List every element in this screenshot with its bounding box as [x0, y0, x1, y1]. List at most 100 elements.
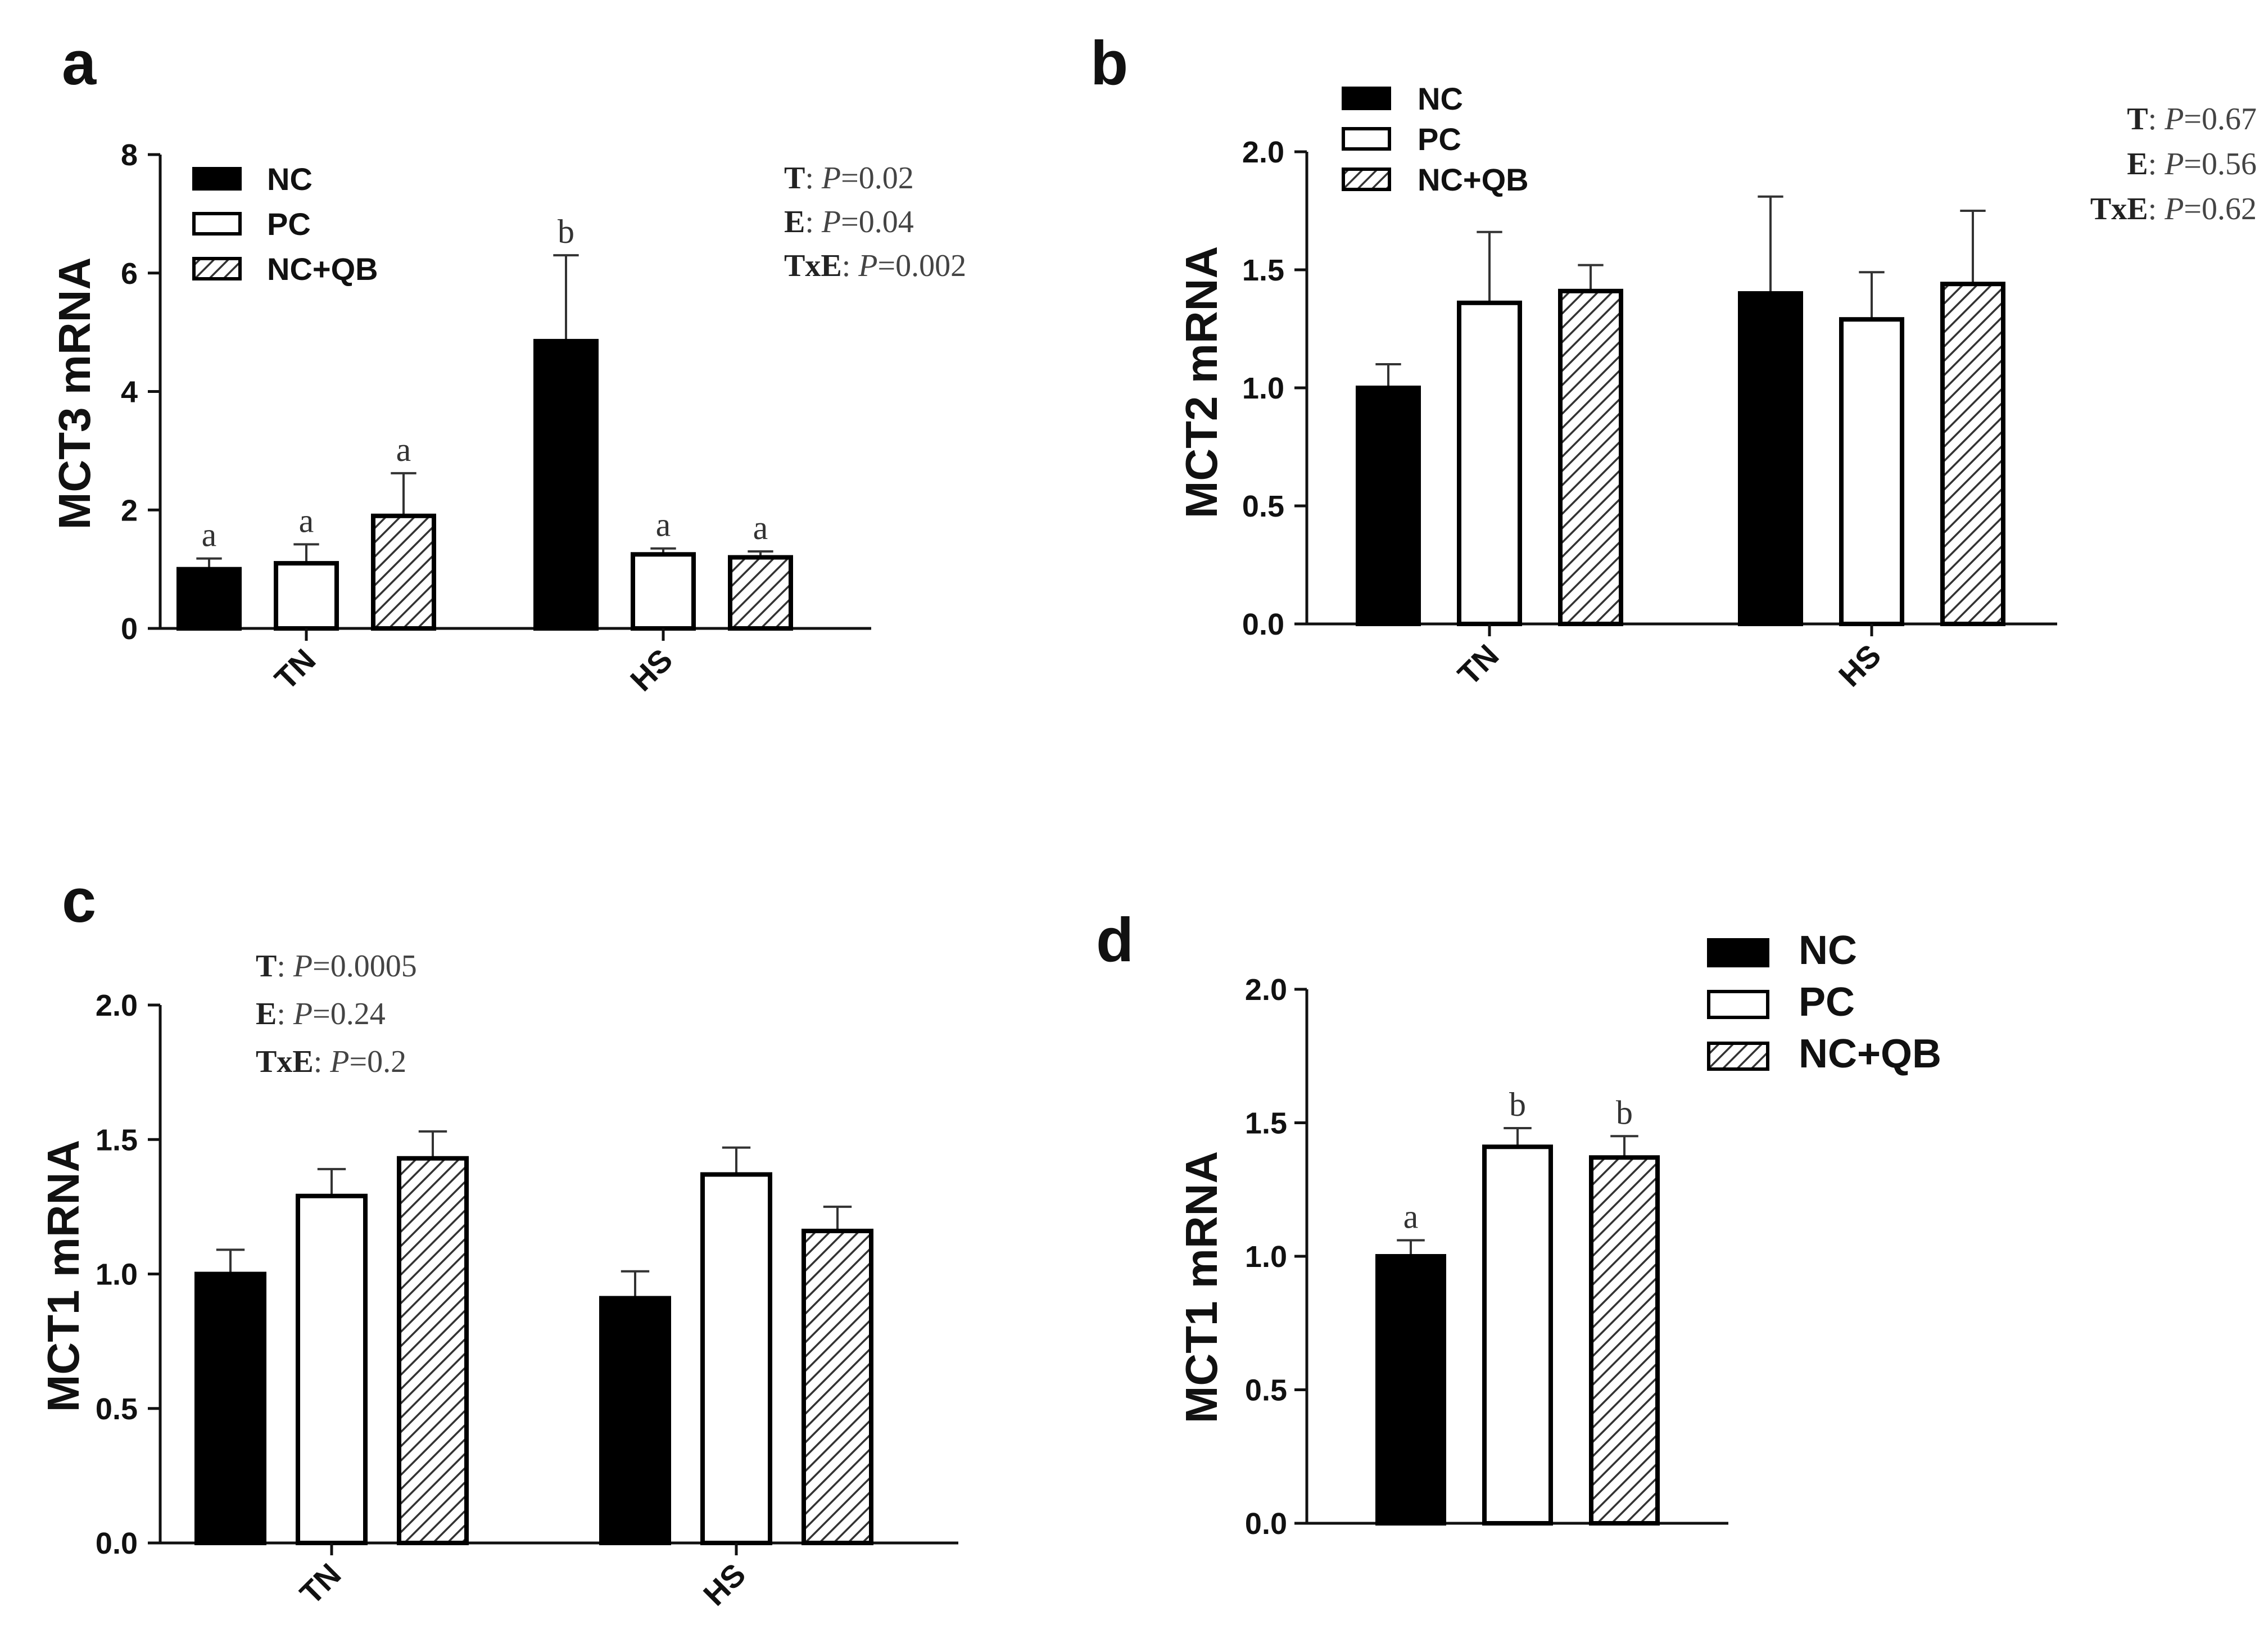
panel-letter-b: b	[1090, 29, 1128, 98]
stat-sep: :	[277, 997, 293, 1031]
panel-letter-d: d	[1096, 906, 1134, 975]
significance-letter: a	[396, 431, 411, 468]
stat-p: P	[2164, 102, 2184, 137]
stat-line-e: E: P=0.24	[256, 997, 386, 1031]
y-tick-label: 1.0	[1242, 372, 1284, 405]
stat-line-txe: TxE: P=0.62	[2090, 192, 2257, 227]
y-tick-label: 2.0	[1242, 135, 1284, 169]
y-tick-label: 1.0	[96, 1258, 138, 1292]
category-labels-b: TN HS	[1451, 624, 1887, 693]
nc-qb-tn-bar	[371, 513, 436, 631]
stat-p: P	[329, 1044, 349, 1079]
y-tick-label: 0.5	[96, 1392, 138, 1426]
legend-swatch-pc	[1342, 127, 1391, 151]
stat-label: T	[2127, 102, 2148, 137]
significance-letter: a	[1403, 1198, 1419, 1235]
significance-letter: a	[299, 502, 314, 539]
category-label-tn: TN	[293, 1556, 347, 1611]
nc-qb-hs-bar	[1940, 282, 2005, 626]
y-axis-title-c: MCT1 mRNA	[38, 1140, 88, 1412]
stat-p: P	[293, 997, 313, 1031]
bars-b	[1356, 195, 2005, 626]
legend-label-nc-qb: NC+QB	[1418, 162, 1529, 197]
y-tick-label: 2.0	[1245, 973, 1287, 1007]
significance-letter: a	[753, 509, 768, 546]
stat-eq: =	[841, 161, 859, 196]
legend-label-pc: PC	[1418, 121, 1461, 157]
y-tick-label: 4	[121, 375, 138, 409]
nc-tn-bar	[176, 567, 242, 631]
stat-value: 0.02	[859, 161, 914, 196]
stat-value: 0.0005	[330, 949, 417, 984]
legend-label-pc: PC	[1799, 980, 1855, 1025]
stat-sep: :	[805, 161, 822, 196]
nc-qb-tn-bar	[397, 1156, 469, 1546]
stat-sep: :	[314, 1044, 330, 1079]
panel-b: b MCT2 mRNA 0.0 0.5 1.0 1.5 2.0 TN HS NC PC NC+…	[1090, 29, 2257, 693]
category-label-hs: HS	[1832, 637, 1888, 694]
y-axis-title-b: MCT2 mRNA	[1176, 246, 1226, 518]
category-labels-a: TN HS	[268, 628, 679, 698]
pc-tn-bar	[274, 561, 339, 631]
significance-letter: b	[1616, 1094, 1633, 1131]
stat-label: TxE	[256, 1044, 314, 1079]
stat-eq: =	[877, 248, 895, 283]
stat-sep: :	[842, 248, 859, 283]
stat-value: 0.56	[2202, 147, 2257, 182]
y-tick-label: 6	[121, 257, 138, 291]
significance-letter: b	[558, 213, 574, 250]
category-label-tn: TN	[1451, 637, 1505, 692]
y-tick-label: 0	[121, 612, 138, 646]
nc-tn-bar	[194, 1271, 266, 1545]
legend-swatch-nc	[1707, 938, 1769, 967]
stat-label: E	[2127, 147, 2148, 182]
stat-label: E	[784, 205, 805, 239]
legend-label-nc: NC	[1799, 928, 1857, 973]
stat-label: TxE	[2090, 192, 2148, 227]
stat-p: P	[821, 205, 841, 239]
y-tick-label: 1.5	[96, 1123, 138, 1157]
stat-p: P	[2164, 192, 2184, 227]
stat-value: 0.04	[859, 205, 914, 239]
legend-a: NC PC NC+QB	[192, 161, 378, 287]
legend-label-nc-qb: NC+QB	[1799, 1031, 1941, 1076]
legend-swatch-nc	[1342, 87, 1391, 110]
stat-p: P	[2164, 147, 2184, 182]
category-label-hs: HS	[696, 1556, 753, 1613]
pc-hs-bar	[1839, 317, 1904, 626]
stat-line-txe: TxE: P=0.2	[256, 1044, 406, 1079]
legend-swatch-nc	[192, 167, 242, 191]
category-label-tn: TN	[268, 642, 322, 696]
stat-label: T	[784, 161, 805, 196]
panel-letter-a: a	[62, 29, 97, 98]
stat-eq: =	[2184, 102, 2202, 137]
stat-line-t: T: P=0.0005	[256, 949, 417, 984]
panel-d: d MCT1 mRNA 0.0 0.5 1.0 1.5 2.0 a b b NC PC NC+Q…	[1096, 906, 1941, 1541]
pc-hs-bar	[631, 552, 696, 631]
nc-tn-bar	[1356, 386, 1421, 626]
y-tick-label: 0.0	[1242, 608, 1284, 641]
significance-letter: a	[202, 517, 217, 554]
category-labels-c: TN HS	[293, 1543, 752, 1612]
stat-value: 0.67	[2202, 102, 2257, 137]
nc-qb-hs-bar	[802, 1228, 873, 1545]
y-tick-label: 8	[121, 138, 138, 172]
stat-eq: =	[313, 997, 330, 1031]
legend-label-nc-qb: NC+QB	[267, 251, 378, 287]
y-tick-label: 2.0	[96, 989, 138, 1022]
stat-p: P	[858, 248, 877, 283]
y-ticks-c: 0.0 0.5 1.0 1.5 2.0	[96, 989, 958, 1560]
stat-eq: =	[349, 1044, 367, 1079]
stat-label: T	[256, 949, 277, 984]
stat-p: P	[821, 161, 841, 196]
y-axis-title-d: MCT1 mRNA	[1176, 1151, 1226, 1423]
panel-c: c MCT1 mRNA 0.00.51.01.52.0 TN HS T: P=0.…	[38, 866, 958, 1612]
stat-value: 0.24	[330, 997, 386, 1031]
legend-label-nc: NC	[267, 161, 313, 197]
y-tick-label: 0.5	[1242, 490, 1284, 523]
stat-label: TxE	[784, 248, 842, 283]
